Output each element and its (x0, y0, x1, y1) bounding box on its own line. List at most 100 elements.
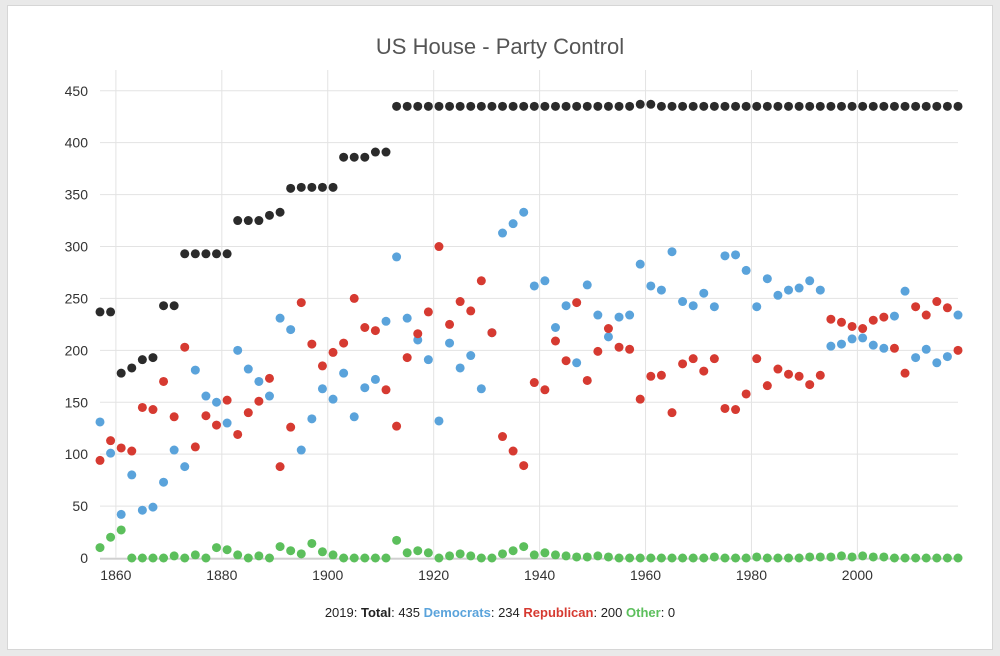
republican-point (656, 370, 666, 380)
other-point (233, 550, 243, 560)
republican-point (741, 389, 751, 399)
republican-point (127, 446, 137, 456)
other-point (243, 553, 253, 563)
republican-point (222, 395, 232, 405)
other-point (286, 546, 296, 556)
democrats-point (508, 219, 518, 229)
summary-rep-label: Republican (523, 605, 594, 620)
total-point (572, 101, 582, 111)
total-point (932, 101, 942, 111)
total-point (476, 101, 486, 111)
democrats-point (498, 228, 508, 238)
republican-point (911, 302, 921, 312)
republican-point (487, 328, 497, 338)
democrats-point (95, 417, 105, 427)
republican-point (180, 342, 190, 352)
other-point (508, 546, 518, 556)
republican-point (455, 297, 465, 307)
total-point (137, 355, 147, 365)
republican-point (699, 366, 709, 376)
republican-point (794, 371, 804, 381)
republican-point (264, 373, 274, 383)
republican-point (688, 354, 698, 364)
democrats-point (550, 322, 560, 332)
democrats-point (476, 384, 486, 394)
democrats-point (466, 351, 476, 361)
republican-point (858, 324, 868, 334)
gridlines (100, 70, 958, 559)
total-point (646, 99, 656, 109)
democrats-point (773, 290, 783, 300)
other-point (625, 553, 635, 563)
total-point (392, 101, 402, 111)
republican-point (667, 408, 677, 418)
other-point (847, 552, 857, 562)
republican-point (137, 402, 147, 412)
republican-point (784, 369, 794, 379)
total-point (911, 101, 921, 111)
democrats-point (847, 334, 857, 344)
democrats-point (709, 302, 719, 312)
total-point (741, 101, 751, 111)
republican-point (307, 339, 317, 349)
other-point (561, 551, 571, 561)
total-point (498, 101, 508, 111)
republican-point (349, 293, 359, 303)
other-point (720, 553, 730, 563)
total-point (720, 101, 730, 111)
y-tick-label: 300 (65, 239, 89, 255)
democrats-point (423, 355, 433, 365)
other-point (572, 552, 582, 562)
total-point (233, 216, 243, 226)
other-point (540, 548, 550, 558)
democrats-point (519, 207, 529, 217)
republican-point (889, 343, 899, 353)
other-point (762, 553, 772, 563)
total-point (508, 101, 518, 111)
other-point (656, 553, 666, 563)
democrats-point (646, 281, 656, 291)
other-point (582, 552, 592, 562)
summary-total-value: : 435 (391, 605, 421, 620)
total-point (95, 307, 105, 317)
republican-point (339, 338, 349, 348)
other-point (614, 553, 624, 563)
republican-point (413, 329, 423, 339)
other-point (805, 552, 815, 562)
axis-ticks: 0 50 100 150 200 250 300 350 400 450 1860 1880 1900 1… (65, 83, 958, 583)
republican-point (805, 380, 815, 390)
republican-point (519, 461, 529, 471)
x-tick-label: 1940 (524, 567, 555, 583)
other-point (953, 553, 963, 563)
total-point (349, 152, 359, 162)
democrats-point (656, 285, 666, 295)
total-point (582, 101, 592, 111)
republican-point (95, 455, 105, 465)
republican-point (445, 319, 455, 329)
total-point (529, 101, 539, 111)
democrats-point (815, 285, 825, 295)
republican-point (423, 307, 433, 317)
other-point (646, 553, 656, 563)
total-point (826, 101, 836, 111)
democrats-point (942, 352, 952, 362)
republican-point (370, 326, 380, 336)
other-point (942, 553, 952, 563)
republican-point (434, 242, 444, 252)
democrats-point (826, 341, 836, 351)
republican-point (752, 354, 762, 364)
democrats-point (572, 358, 582, 368)
total-point (381, 147, 391, 157)
other-point (116, 525, 126, 535)
democrats-point (688, 301, 698, 311)
total-point (222, 249, 232, 259)
total-point (169, 301, 179, 311)
total-point (307, 182, 317, 192)
other-point (529, 550, 539, 560)
total-point (836, 101, 846, 111)
republican-point (550, 336, 560, 346)
other-point (487, 553, 497, 563)
democrats-point (445, 338, 455, 348)
total-point (190, 249, 200, 259)
